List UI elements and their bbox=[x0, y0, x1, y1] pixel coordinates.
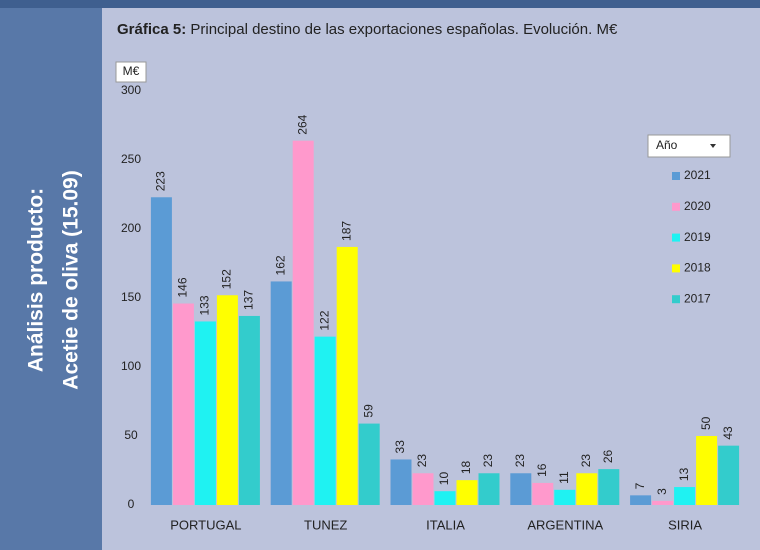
data-label: 223 bbox=[154, 171, 168, 191]
bar bbox=[194, 321, 216, 505]
data-label: 23 bbox=[415, 454, 429, 468]
bar bbox=[576, 473, 598, 505]
bar bbox=[412, 473, 434, 505]
bar bbox=[478, 473, 500, 505]
legend-label: 2019 bbox=[684, 230, 711, 244]
x-tick-label: PORTUGAL bbox=[170, 517, 241, 532]
y-tick-label: 0 bbox=[128, 497, 135, 511]
bar bbox=[434, 491, 456, 505]
data-label: 133 bbox=[198, 295, 212, 315]
legend-header[interactable] bbox=[647, 134, 731, 158]
bar bbox=[292, 140, 314, 505]
legend-label: 2020 bbox=[684, 199, 711, 213]
bar bbox=[718, 445, 740, 505]
data-label: 11 bbox=[557, 471, 571, 484]
sidebar bbox=[0, 8, 102, 550]
y-tick-label: 300 bbox=[121, 83, 141, 97]
legend-swatch bbox=[672, 202, 680, 211]
x-tick-label: ITALIA bbox=[426, 517, 465, 532]
bar bbox=[554, 489, 576, 505]
bar bbox=[216, 295, 238, 505]
data-label: 162 bbox=[273, 255, 287, 275]
y-tick-label: 50 bbox=[124, 428, 138, 442]
title-text: Principal destino de las exportaciones e… bbox=[190, 21, 618, 38]
data-label: 152 bbox=[220, 269, 234, 289]
data-label: 122 bbox=[317, 310, 331, 330]
x-tick-label: TUNEZ bbox=[304, 517, 347, 532]
data-label: 23 bbox=[513, 454, 527, 468]
chart-title: Gráfica 5: Principal destino de las expo… bbox=[117, 21, 618, 38]
bar bbox=[314, 336, 336, 505]
legend-swatch bbox=[672, 233, 680, 242]
data-label: 16 bbox=[535, 463, 549, 477]
bar bbox=[238, 315, 260, 505]
bar bbox=[358, 423, 380, 505]
x-tick-label: SIRIA bbox=[668, 517, 702, 532]
data-label: 13 bbox=[677, 467, 691, 481]
legend-label: 2017 bbox=[684, 291, 711, 305]
bar bbox=[510, 473, 532, 505]
dropdown-arrow bbox=[710, 144, 716, 148]
bar bbox=[652, 500, 674, 505]
y-tick-label: 200 bbox=[121, 221, 141, 235]
data-label: 26 bbox=[601, 449, 615, 463]
y-tick-label: 150 bbox=[121, 290, 141, 304]
legend-swatch bbox=[672, 295, 680, 304]
data-label: 18 bbox=[459, 460, 473, 474]
bar bbox=[532, 482, 554, 505]
data-label: 146 bbox=[176, 277, 190, 297]
y-tick-label: 250 bbox=[121, 152, 141, 166]
legend-swatch bbox=[672, 172, 680, 180]
legend-swatch bbox=[672, 264, 680, 273]
data-label: 137 bbox=[242, 290, 256, 310]
bar bbox=[336, 246, 358, 505]
data-label: 50 bbox=[699, 416, 713, 430]
x-tick-label: ARGENTINA bbox=[527, 517, 603, 532]
data-label: 59 bbox=[361, 404, 375, 418]
y-tick-label: 100 bbox=[121, 359, 141, 373]
legend-label: 2018 bbox=[684, 261, 711, 275]
legend-title: Año bbox=[656, 138, 678, 152]
data-label: 23 bbox=[481, 454, 495, 468]
data-label: 10 bbox=[437, 472, 451, 486]
bar bbox=[696, 436, 718, 505]
bar bbox=[270, 281, 292, 505]
y-label-box bbox=[115, 61, 147, 83]
data-label: 3 bbox=[655, 488, 669, 495]
top-band bbox=[0, 0, 760, 8]
bar bbox=[630, 495, 652, 505]
bar bbox=[598, 469, 620, 505]
legend-label: 2021 bbox=[684, 168, 711, 182]
bar bbox=[172, 303, 194, 505]
data-label: 187 bbox=[339, 221, 353, 241]
bar bbox=[456, 480, 478, 505]
bar bbox=[150, 197, 172, 505]
sidebar-line: Acetie de oliva (15.09) bbox=[60, 170, 83, 389]
y-axis-label: M€ bbox=[123, 64, 140, 78]
title-label: Gráfica 5: bbox=[117, 21, 186, 38]
data-label: 23 bbox=[579, 454, 593, 468]
data-label: 264 bbox=[295, 114, 309, 134]
bar bbox=[390, 459, 412, 505]
data-label: 33 bbox=[393, 440, 407, 454]
sidebar-line: Análisis producto: bbox=[25, 188, 48, 372]
bar bbox=[674, 487, 696, 505]
data-label: 43 bbox=[721, 426, 735, 440]
data-label: 7 bbox=[633, 482, 647, 489]
